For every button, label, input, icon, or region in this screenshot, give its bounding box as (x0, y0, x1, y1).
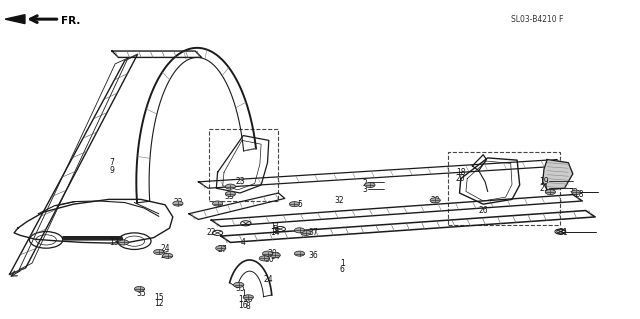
Text: FR.: FR. (61, 16, 80, 26)
Circle shape (212, 201, 223, 206)
Circle shape (163, 253, 173, 258)
Circle shape (134, 286, 145, 292)
Text: 33: 33 (224, 192, 234, 201)
Circle shape (243, 295, 253, 300)
Text: 23: 23 (235, 177, 245, 186)
Circle shape (572, 190, 580, 195)
Text: 31: 31 (558, 228, 568, 237)
Text: 20: 20 (456, 174, 466, 183)
Text: 24: 24 (264, 275, 274, 284)
Circle shape (234, 282, 244, 287)
Circle shape (173, 201, 183, 206)
Text: SL03-B4210 F: SL03-B4210 F (511, 15, 564, 24)
Circle shape (118, 240, 129, 245)
Text: 3: 3 (362, 185, 367, 194)
Text: 30: 30 (267, 249, 277, 258)
Circle shape (365, 182, 375, 188)
Text: 25: 25 (160, 251, 170, 260)
Polygon shape (5, 15, 25, 24)
Circle shape (294, 228, 305, 233)
Text: 29: 29 (430, 197, 440, 205)
Polygon shape (63, 237, 123, 240)
Circle shape (225, 191, 236, 197)
Text: 11: 11 (271, 222, 280, 231)
Circle shape (259, 256, 269, 261)
Text: 30: 30 (264, 255, 274, 263)
Text: 35: 35 (136, 289, 146, 298)
Text: 6: 6 (340, 265, 345, 274)
Circle shape (262, 251, 273, 256)
Text: 27: 27 (218, 245, 228, 254)
Text: 19: 19 (539, 177, 549, 186)
Text: 15: 15 (154, 293, 164, 302)
Text: 22: 22 (207, 228, 216, 237)
Text: 5: 5 (273, 225, 278, 234)
Circle shape (216, 246, 226, 251)
Text: 5: 5 (297, 200, 302, 209)
Text: 17: 17 (238, 295, 248, 304)
Text: 36: 36 (308, 251, 319, 260)
Circle shape (270, 253, 280, 258)
Text: 4: 4 (241, 238, 246, 247)
Text: 26: 26 (478, 206, 488, 215)
Text: 35: 35 (235, 284, 245, 293)
Circle shape (294, 251, 305, 256)
Text: 9: 9 (109, 166, 115, 175)
Circle shape (301, 230, 311, 235)
Text: 18: 18 (456, 168, 465, 177)
Text: 13: 13 (109, 238, 119, 247)
Text: 34: 34 (270, 252, 280, 261)
Text: 21: 21 (540, 184, 548, 193)
Text: 10: 10 (243, 295, 253, 304)
Text: 22: 22 (173, 198, 182, 207)
Text: 16: 16 (238, 301, 248, 310)
Text: 14: 14 (270, 228, 280, 237)
Circle shape (154, 249, 164, 255)
Text: 7: 7 (109, 158, 115, 167)
Bar (209, 129, 278, 201)
Bar (448, 152, 560, 225)
Text: 32: 32 (334, 197, 344, 205)
Polygon shape (543, 160, 573, 190)
Circle shape (430, 198, 440, 203)
Circle shape (545, 189, 556, 195)
Text: 1: 1 (340, 259, 345, 268)
Text: 24: 24 (160, 244, 170, 253)
Text: 28: 28 (575, 190, 584, 199)
Text: 30: 30 (568, 189, 578, 197)
Text: 8: 8 (246, 302, 251, 311)
Circle shape (225, 184, 236, 189)
Text: 2: 2 (362, 179, 367, 188)
Text: 37: 37 (308, 228, 319, 237)
Text: 12: 12 (154, 299, 163, 308)
Circle shape (289, 202, 300, 207)
